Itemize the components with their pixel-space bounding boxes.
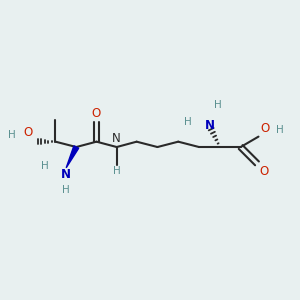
Text: H: H xyxy=(276,125,284,135)
Text: N: N xyxy=(112,132,121,145)
Text: O: O xyxy=(261,122,270,135)
Text: O: O xyxy=(259,165,268,178)
Text: H: H xyxy=(41,161,49,171)
Text: H: H xyxy=(8,130,16,140)
Text: H: H xyxy=(62,185,70,195)
Text: N: N xyxy=(204,119,214,132)
Text: H: H xyxy=(113,166,121,176)
Text: H: H xyxy=(214,100,221,110)
Text: N: N xyxy=(61,168,71,182)
Text: O: O xyxy=(92,107,101,120)
Text: O: O xyxy=(24,126,33,139)
Text: H: H xyxy=(184,116,192,127)
Polygon shape xyxy=(66,146,79,168)
